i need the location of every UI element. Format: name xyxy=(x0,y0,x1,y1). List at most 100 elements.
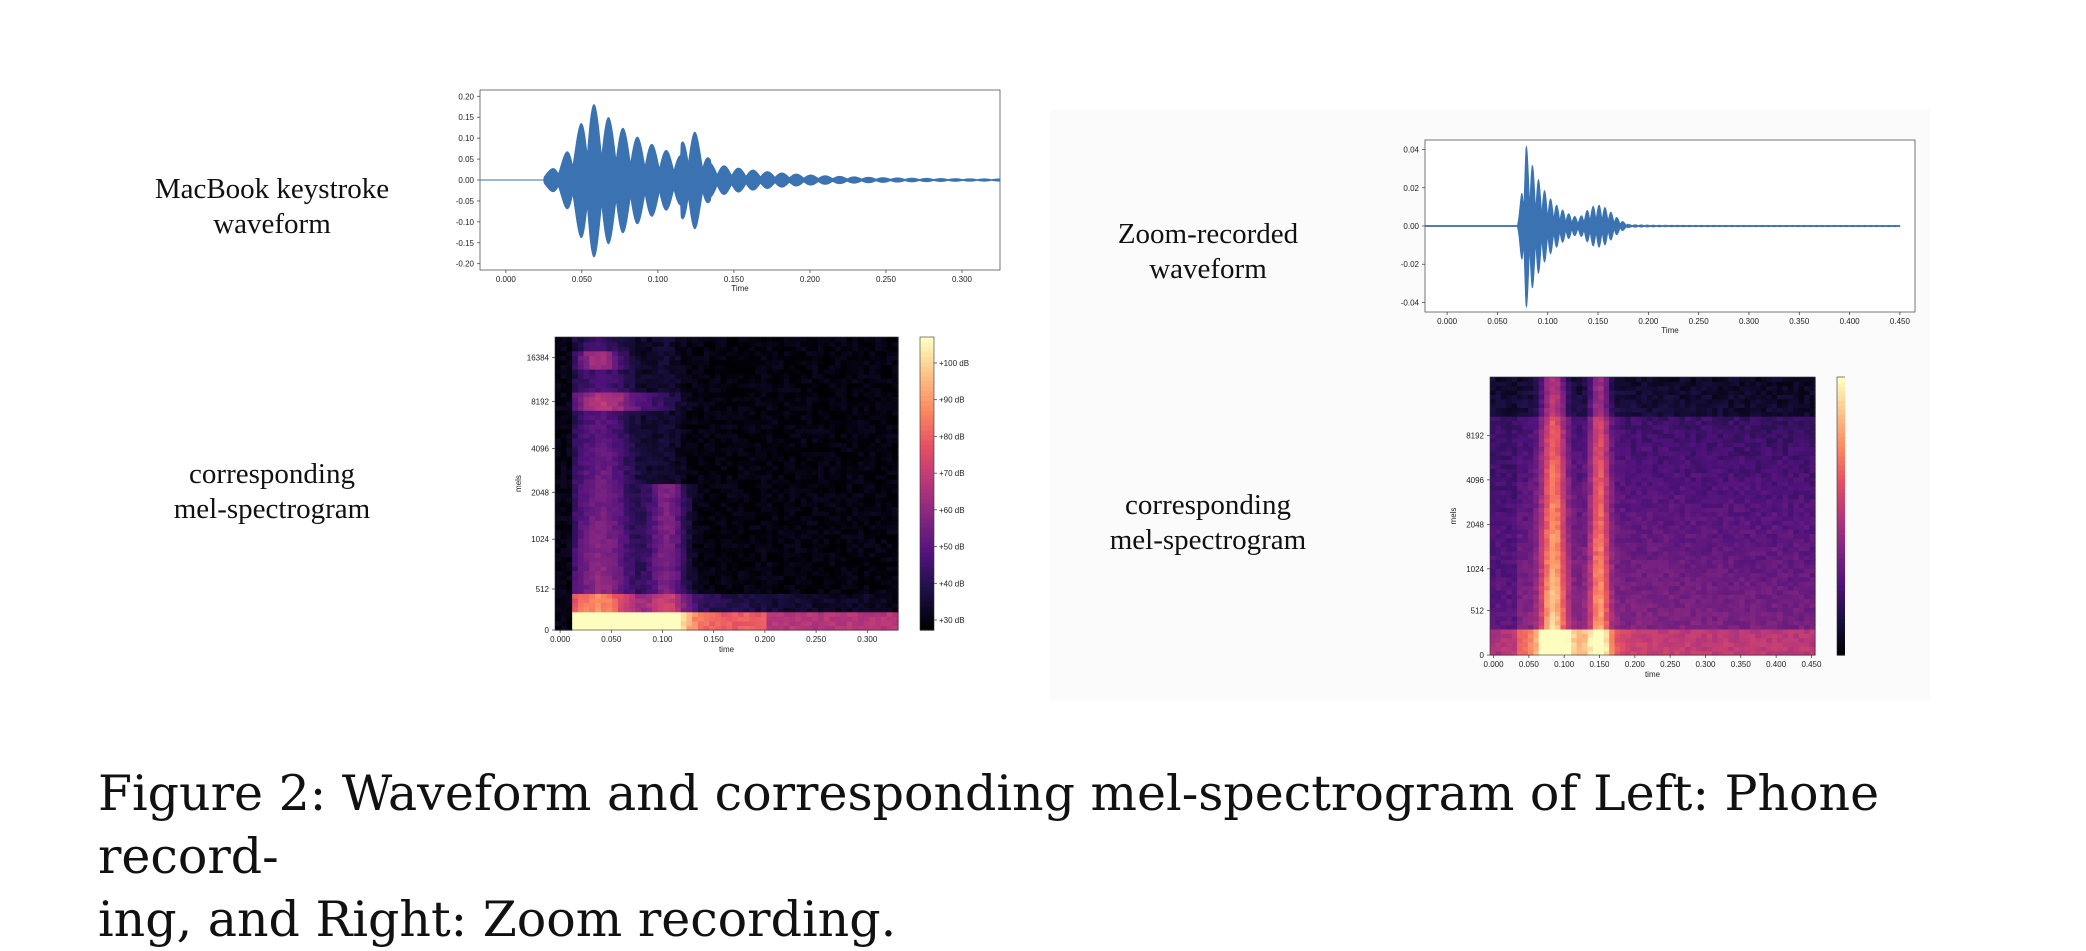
spectrogram-cell xyxy=(818,603,824,608)
spectrogram-cell xyxy=(732,511,738,516)
spectrogram-cell xyxy=(772,584,778,589)
spectrogram-cell xyxy=(646,484,652,489)
spectrogram-cell xyxy=(887,612,893,617)
spectrogram-cell xyxy=(767,561,773,566)
spectrogram-cell xyxy=(772,470,778,475)
spectrogram-cell xyxy=(778,557,784,562)
spectrogram-cell xyxy=(618,406,624,411)
spectrogram-cell xyxy=(704,392,710,397)
spectrogram-cell xyxy=(812,488,818,493)
spectrogram-cell xyxy=(818,598,824,603)
spectrogram-cell xyxy=(818,607,824,612)
spectrogram-cell xyxy=(732,616,738,621)
spectrogram-cell xyxy=(704,552,710,557)
spectrogram-cell xyxy=(761,557,767,562)
spectrogram-cell xyxy=(864,415,870,420)
spectrogram-cell xyxy=(1528,416,1534,421)
spectrogram-cell xyxy=(709,484,715,489)
spectrogram-cell xyxy=(721,438,727,443)
spectrogram-cell xyxy=(561,525,567,530)
spectrogram-cell xyxy=(664,474,670,479)
spectrogram-cell xyxy=(738,419,744,424)
spectrogram-cell xyxy=(669,479,675,484)
spectrogram-cell xyxy=(801,584,807,589)
spectrogram-cell xyxy=(852,520,858,525)
spectrogram-cell xyxy=(669,451,675,456)
spectrogram-cell xyxy=(618,575,624,580)
spectrogram-cell xyxy=(1533,625,1539,630)
spectrogram-cell xyxy=(818,415,824,420)
spectrogram-cell xyxy=(1523,599,1529,604)
spectrogram-cell xyxy=(618,433,624,438)
spectrogram-cell xyxy=(767,543,773,548)
spectrogram-cell xyxy=(704,470,710,475)
spectrogram-cell xyxy=(772,378,778,383)
spectrogram-cell xyxy=(721,616,727,621)
spectrogram-cell xyxy=(727,456,733,461)
spectrogram-cell xyxy=(795,561,801,566)
spectrogram-cell xyxy=(1517,433,1523,438)
spectrogram-cell xyxy=(784,516,790,521)
spectrogram-cell xyxy=(646,561,652,566)
spectrogram-cell xyxy=(606,612,612,617)
spectrogram-cell xyxy=(692,447,698,452)
spectrogram-cell xyxy=(618,451,624,456)
spectrogram-cell xyxy=(658,397,664,402)
spectrogram-cell xyxy=(732,392,738,397)
spectrogram-cell xyxy=(641,561,647,566)
spectrogram-cell xyxy=(829,557,835,562)
spectrogram-cell xyxy=(566,593,572,598)
spectrogram-cell xyxy=(1533,564,1539,569)
spectrogram-cell xyxy=(869,552,875,557)
spectrogram-cell xyxy=(635,442,641,447)
spectrogram-cell xyxy=(1560,546,1566,551)
spectrogram-cell xyxy=(658,520,664,525)
spectrogram-cell xyxy=(732,506,738,511)
spectrogram-cell xyxy=(652,433,658,438)
spectrogram-cell xyxy=(1490,473,1496,478)
spectrogram-cell xyxy=(818,342,824,347)
spectrogram-cell xyxy=(646,364,652,369)
spectrogram-cell xyxy=(852,442,858,447)
spectrogram-cell xyxy=(818,392,824,397)
spectrogram-cell xyxy=(618,397,624,402)
spectrogram-cell xyxy=(566,442,572,447)
spectrogram-cell xyxy=(686,442,692,447)
spectrogram-cell xyxy=(812,529,818,534)
spectrogram-cell xyxy=(767,612,773,617)
spectrogram-cell xyxy=(698,557,704,562)
spectrogram-cell xyxy=(858,378,864,383)
spectrogram-cell xyxy=(1544,381,1550,386)
spectrogram-cell xyxy=(601,447,607,452)
colorbar-step xyxy=(920,444,934,449)
spectrogram-cell xyxy=(698,401,704,406)
spectrogram-cell xyxy=(784,378,790,383)
spectrogram-cell xyxy=(795,419,801,424)
spectrogram-cell xyxy=(1544,546,1550,551)
spectrogram-cell xyxy=(612,397,618,402)
spectrogram-cell xyxy=(652,580,658,585)
spectrogram-cell xyxy=(1555,481,1561,486)
spectrogram-cell xyxy=(761,484,767,489)
spectrogram-cell xyxy=(841,570,847,575)
spectrogram-cell xyxy=(795,447,801,452)
spectrogram-cell xyxy=(595,392,601,397)
spectrogram-cell xyxy=(818,520,824,525)
spectrogram-cell xyxy=(858,584,864,589)
colorbar-step xyxy=(920,547,934,552)
spectrogram-cell xyxy=(812,598,818,603)
spectrogram-cell xyxy=(858,346,864,351)
spectrogram-cell xyxy=(744,570,750,575)
spectrogram-cell xyxy=(1512,394,1518,399)
spectrogram-cell xyxy=(641,566,647,571)
spectrogram-cell xyxy=(1501,386,1507,391)
spectrogram-cell xyxy=(721,346,727,351)
spectrogram-cell xyxy=(869,520,875,525)
spectrogram-cell xyxy=(738,593,744,598)
spectrogram-cell xyxy=(761,580,767,585)
spectrogram-cell xyxy=(1523,581,1529,586)
spectrogram-cell xyxy=(652,424,658,429)
spectrogram-cell xyxy=(829,392,835,397)
spectrogram-cell xyxy=(1495,646,1501,651)
spectrogram-cell xyxy=(1550,590,1556,595)
